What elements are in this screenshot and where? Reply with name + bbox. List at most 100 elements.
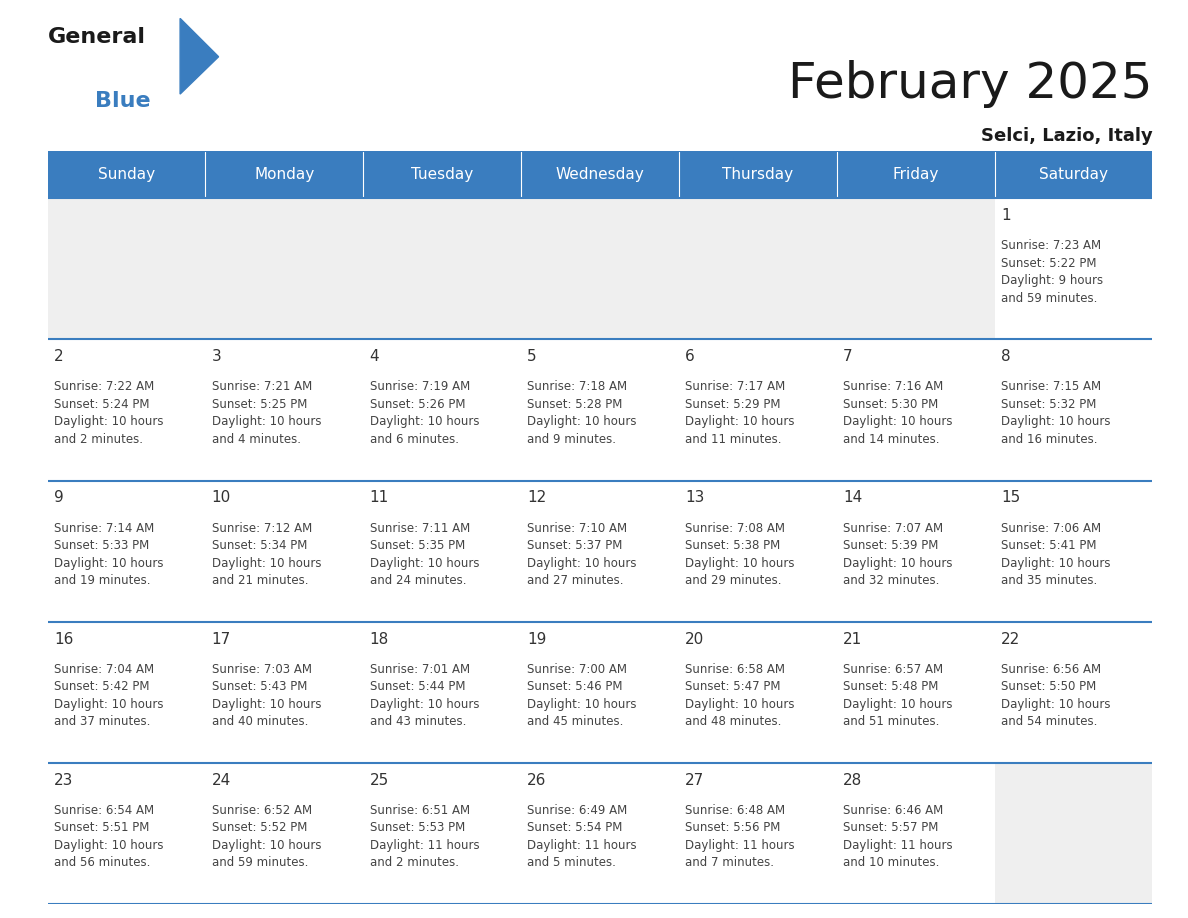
Bar <box>206 151 364 198</box>
Bar <box>48 621 206 763</box>
Text: Thursday: Thursday <box>722 167 794 183</box>
Text: Sunrise: 7:19 AM
Sunset: 5:26 PM
Daylight: 10 hours
and 6 minutes.: Sunrise: 7:19 AM Sunset: 5:26 PM Dayligh… <box>369 380 479 446</box>
Text: Sunrise: 6:51 AM
Sunset: 5:53 PM
Daylight: 11 hours
and 2 minutes.: Sunrise: 6:51 AM Sunset: 5:53 PM Dayligh… <box>369 804 479 869</box>
Text: Sunrise: 7:15 AM
Sunset: 5:32 PM
Daylight: 10 hours
and 16 minutes.: Sunrise: 7:15 AM Sunset: 5:32 PM Dayligh… <box>1000 380 1111 446</box>
Bar <box>522 481 678 621</box>
Text: Saturday: Saturday <box>1040 167 1108 183</box>
Text: Sunrise: 7:21 AM
Sunset: 5:25 PM
Daylight: 10 hours
and 4 minutes.: Sunrise: 7:21 AM Sunset: 5:25 PM Dayligh… <box>211 380 321 446</box>
Text: 5: 5 <box>527 349 537 364</box>
Bar <box>48 340 206 481</box>
Text: Sunrise: 7:14 AM
Sunset: 5:33 PM
Daylight: 10 hours
and 19 minutes.: Sunrise: 7:14 AM Sunset: 5:33 PM Dayligh… <box>53 521 163 587</box>
Text: Sunrise: 6:57 AM
Sunset: 5:48 PM
Daylight: 10 hours
and 51 minutes.: Sunrise: 6:57 AM Sunset: 5:48 PM Dayligh… <box>843 663 953 728</box>
Text: Sunrise: 6:56 AM
Sunset: 5:50 PM
Daylight: 10 hours
and 54 minutes.: Sunrise: 6:56 AM Sunset: 5:50 PM Dayligh… <box>1000 663 1111 728</box>
Bar <box>48 198 206 340</box>
Text: 11: 11 <box>369 490 388 506</box>
Bar <box>206 198 364 340</box>
Bar <box>836 621 994 763</box>
Text: 27: 27 <box>685 773 704 788</box>
Bar <box>836 198 994 340</box>
Bar <box>994 481 1152 621</box>
Text: Sunrise: 7:23 AM
Sunset: 5:22 PM
Daylight: 9 hours
and 59 minutes.: Sunrise: 7:23 AM Sunset: 5:22 PM Dayligh… <box>1000 239 1102 305</box>
Bar <box>364 481 522 621</box>
Bar <box>836 151 994 198</box>
Text: 24: 24 <box>211 773 230 788</box>
Polygon shape <box>181 18 219 94</box>
Bar <box>206 763 364 904</box>
Text: Sunday: Sunday <box>97 167 154 183</box>
Text: February 2025: February 2025 <box>788 60 1152 107</box>
Bar <box>836 763 994 904</box>
Text: Sunrise: 7:06 AM
Sunset: 5:41 PM
Daylight: 10 hours
and 35 minutes.: Sunrise: 7:06 AM Sunset: 5:41 PM Dayligh… <box>1000 521 1111 587</box>
Text: Sunrise: 7:04 AM
Sunset: 5:42 PM
Daylight: 10 hours
and 37 minutes.: Sunrise: 7:04 AM Sunset: 5:42 PM Dayligh… <box>53 663 163 728</box>
Text: Selci, Lazio, Italy: Selci, Lazio, Italy <box>980 127 1152 145</box>
Text: 4: 4 <box>369 349 379 364</box>
Bar <box>678 481 836 621</box>
Text: Sunrise: 7:22 AM
Sunset: 5:24 PM
Daylight: 10 hours
and 2 minutes.: Sunrise: 7:22 AM Sunset: 5:24 PM Dayligh… <box>53 380 163 446</box>
Bar <box>364 151 522 198</box>
Text: 7: 7 <box>843 349 853 364</box>
Bar <box>364 763 522 904</box>
Text: 16: 16 <box>53 632 74 646</box>
Text: Sunrise: 6:54 AM
Sunset: 5:51 PM
Daylight: 10 hours
and 56 minutes.: Sunrise: 6:54 AM Sunset: 5:51 PM Dayligh… <box>53 804 163 869</box>
Text: 2: 2 <box>53 349 63 364</box>
Text: Sunrise: 7:17 AM
Sunset: 5:29 PM
Daylight: 10 hours
and 11 minutes.: Sunrise: 7:17 AM Sunset: 5:29 PM Dayligh… <box>685 380 795 446</box>
Text: 12: 12 <box>527 490 546 506</box>
Bar <box>522 340 678 481</box>
Bar <box>678 198 836 340</box>
Bar <box>48 151 206 198</box>
Text: 19: 19 <box>527 632 546 646</box>
Bar <box>522 198 678 340</box>
Bar <box>206 340 364 481</box>
Text: 6: 6 <box>685 349 695 364</box>
Text: Sunrise: 7:03 AM
Sunset: 5:43 PM
Daylight: 10 hours
and 40 minutes.: Sunrise: 7:03 AM Sunset: 5:43 PM Dayligh… <box>211 663 321 728</box>
Text: Blue: Blue <box>95 91 150 111</box>
Text: 20: 20 <box>685 632 704 646</box>
Bar <box>994 763 1152 904</box>
Text: 23: 23 <box>53 773 74 788</box>
Bar <box>522 763 678 904</box>
Text: Sunrise: 7:18 AM
Sunset: 5:28 PM
Daylight: 10 hours
and 9 minutes.: Sunrise: 7:18 AM Sunset: 5:28 PM Dayligh… <box>527 380 637 446</box>
Bar <box>994 340 1152 481</box>
Text: Sunrise: 6:48 AM
Sunset: 5:56 PM
Daylight: 11 hours
and 7 minutes.: Sunrise: 6:48 AM Sunset: 5:56 PM Dayligh… <box>685 804 795 869</box>
Text: Sunrise: 7:07 AM
Sunset: 5:39 PM
Daylight: 10 hours
and 32 minutes.: Sunrise: 7:07 AM Sunset: 5:39 PM Dayligh… <box>843 521 953 587</box>
Text: General: General <box>48 27 145 47</box>
Text: Sunrise: 6:58 AM
Sunset: 5:47 PM
Daylight: 10 hours
and 48 minutes.: Sunrise: 6:58 AM Sunset: 5:47 PM Dayligh… <box>685 663 795 728</box>
Bar <box>48 481 206 621</box>
Text: Sunrise: 7:12 AM
Sunset: 5:34 PM
Daylight: 10 hours
and 21 minutes.: Sunrise: 7:12 AM Sunset: 5:34 PM Dayligh… <box>211 521 321 587</box>
Bar <box>364 621 522 763</box>
Text: 21: 21 <box>843 632 862 646</box>
Text: 15: 15 <box>1000 490 1020 506</box>
Bar <box>836 481 994 621</box>
Bar <box>994 198 1152 340</box>
Text: 1: 1 <box>1000 208 1011 223</box>
Bar <box>522 151 678 198</box>
Text: Sunrise: 6:52 AM
Sunset: 5:52 PM
Daylight: 10 hours
and 59 minutes.: Sunrise: 6:52 AM Sunset: 5:52 PM Dayligh… <box>211 804 321 869</box>
Bar <box>48 763 206 904</box>
Bar <box>836 340 994 481</box>
Bar <box>678 763 836 904</box>
Text: 26: 26 <box>527 773 546 788</box>
Bar <box>522 621 678 763</box>
Text: Sunrise: 6:46 AM
Sunset: 5:57 PM
Daylight: 11 hours
and 10 minutes.: Sunrise: 6:46 AM Sunset: 5:57 PM Dayligh… <box>843 804 953 869</box>
Bar <box>206 481 364 621</box>
Text: Sunrise: 7:00 AM
Sunset: 5:46 PM
Daylight: 10 hours
and 45 minutes.: Sunrise: 7:00 AM Sunset: 5:46 PM Dayligh… <box>527 663 637 728</box>
Bar <box>994 621 1152 763</box>
Text: 3: 3 <box>211 349 221 364</box>
Text: Monday: Monday <box>254 167 315 183</box>
Bar <box>364 340 522 481</box>
Bar <box>678 621 836 763</box>
Text: Friday: Friday <box>892 167 939 183</box>
Text: 13: 13 <box>685 490 704 506</box>
Text: 28: 28 <box>843 773 862 788</box>
Text: Wednesday: Wednesday <box>556 167 644 183</box>
Text: Sunrise: 7:01 AM
Sunset: 5:44 PM
Daylight: 10 hours
and 43 minutes.: Sunrise: 7:01 AM Sunset: 5:44 PM Dayligh… <box>369 663 479 728</box>
Text: Sunrise: 6:49 AM
Sunset: 5:54 PM
Daylight: 11 hours
and 5 minutes.: Sunrise: 6:49 AM Sunset: 5:54 PM Dayligh… <box>527 804 637 869</box>
Bar <box>206 621 364 763</box>
Text: Sunrise: 7:11 AM
Sunset: 5:35 PM
Daylight: 10 hours
and 24 minutes.: Sunrise: 7:11 AM Sunset: 5:35 PM Dayligh… <box>369 521 479 587</box>
Text: 9: 9 <box>53 490 64 506</box>
Text: 10: 10 <box>211 490 230 506</box>
Text: Sunrise: 7:08 AM
Sunset: 5:38 PM
Daylight: 10 hours
and 29 minutes.: Sunrise: 7:08 AM Sunset: 5:38 PM Dayligh… <box>685 521 795 587</box>
Text: 17: 17 <box>211 632 230 646</box>
Bar <box>364 198 522 340</box>
Text: Sunrise: 7:10 AM
Sunset: 5:37 PM
Daylight: 10 hours
and 27 minutes.: Sunrise: 7:10 AM Sunset: 5:37 PM Dayligh… <box>527 521 637 587</box>
